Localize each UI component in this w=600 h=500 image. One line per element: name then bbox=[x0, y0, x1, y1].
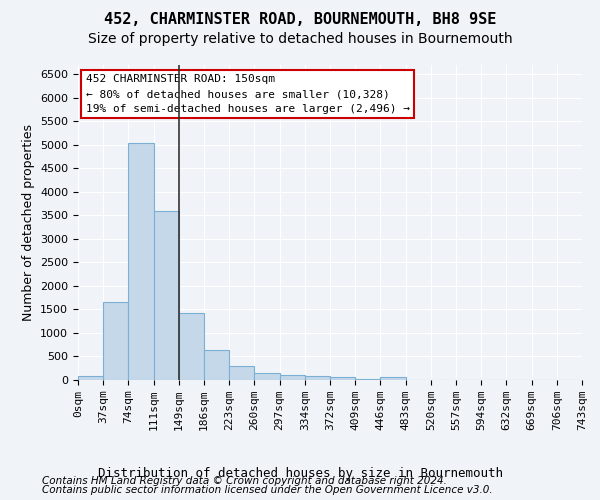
Bar bbox=[179, 313, 204, 380]
Bar bbox=[103, 302, 128, 380]
Bar bbox=[330, 378, 355, 380]
Bar bbox=[280, 374, 305, 380]
Text: Contains public sector information licensed under the Open Government Licence v3: Contains public sector information licen… bbox=[42, 485, 493, 495]
Y-axis label: Number of detached properties: Number of detached properties bbox=[22, 124, 35, 321]
Bar bbox=[204, 350, 229, 380]
Bar bbox=[128, 142, 154, 380]
Bar bbox=[254, 372, 280, 380]
Text: Contains HM Land Registry data © Crown copyright and database right 2024.: Contains HM Land Registry data © Crown c… bbox=[42, 476, 447, 486]
Bar bbox=[355, 378, 380, 380]
Text: 452 CHARMINSTER ROAD: 150sqm
← 80% of detached houses are smaller (10,328)
19% o: 452 CHARMINSTER ROAD: 150sqm ← 80% of de… bbox=[86, 74, 410, 114]
Bar bbox=[305, 376, 330, 380]
Bar bbox=[78, 376, 103, 380]
Text: 452, CHARMINSTER ROAD, BOURNEMOUTH, BH8 9SE: 452, CHARMINSTER ROAD, BOURNEMOUTH, BH8 … bbox=[104, 12, 496, 28]
Text: Size of property relative to detached houses in Bournemouth: Size of property relative to detached ho… bbox=[88, 32, 512, 46]
Bar bbox=[229, 366, 254, 380]
Bar bbox=[380, 378, 406, 380]
Bar bbox=[154, 210, 179, 380]
Text: Distribution of detached houses by size in Bournemouth: Distribution of detached houses by size … bbox=[97, 468, 503, 480]
